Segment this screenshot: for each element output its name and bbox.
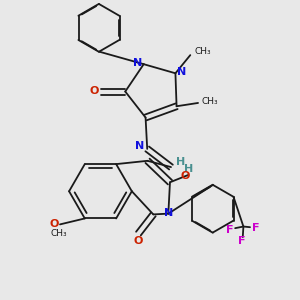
Text: N: N: [133, 58, 142, 68]
Text: CH₃: CH₃: [201, 97, 218, 106]
Text: N: N: [177, 67, 187, 76]
Text: CH₃: CH₃: [194, 47, 211, 56]
Text: O: O: [133, 236, 142, 246]
Text: O: O: [89, 86, 99, 96]
Text: H: H: [184, 164, 194, 174]
Text: O: O: [50, 219, 59, 229]
Text: O: O: [181, 171, 190, 181]
Text: F: F: [238, 236, 245, 246]
Text: CH₃: CH₃: [50, 229, 67, 238]
Text: F: F: [252, 223, 260, 233]
Text: H: H: [176, 157, 185, 167]
Text: N: N: [164, 208, 173, 218]
Text: F: F: [226, 226, 233, 236]
Text: N: N: [135, 141, 145, 151]
